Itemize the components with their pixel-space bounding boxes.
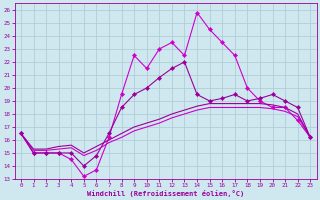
X-axis label: Windchill (Refroidissement éolien,°C): Windchill (Refroidissement éolien,°C) [87, 190, 244, 197]
